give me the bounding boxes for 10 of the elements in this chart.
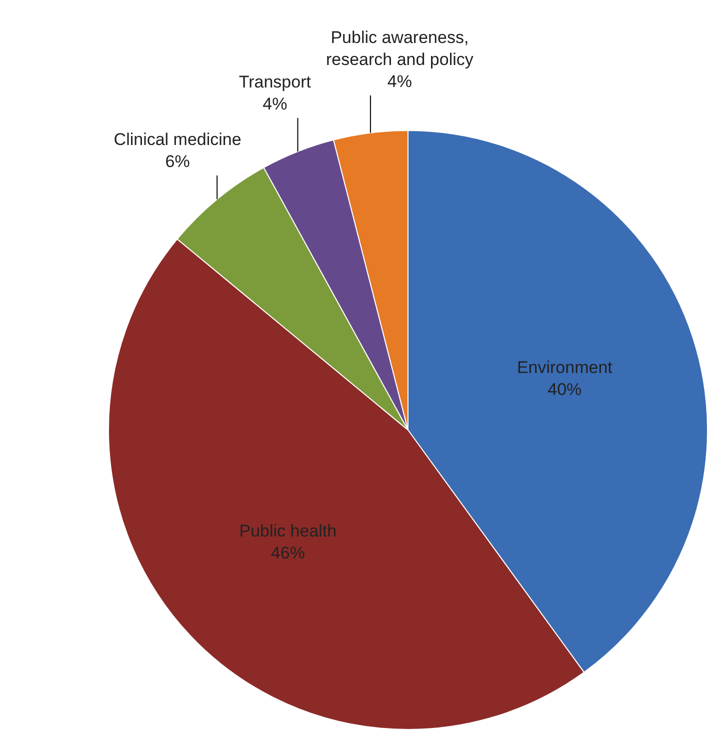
slice-label: Transport	[238, 72, 312, 92]
data-label: 6%	[165, 152, 190, 172]
slice-label: Public health	[239, 521, 337, 540]
data-label: 40%	[548, 380, 582, 399]
slice-label: Public awareness, research and policy	[326, 28, 474, 70]
data-label: 4%	[262, 94, 288, 114]
slice-label: Clinical medicine	[114, 130, 242, 150]
data-label: 4%	[387, 72, 412, 92]
slice-label: Environment	[516, 358, 613, 377]
data-label: 46%	[270, 543, 305, 562]
